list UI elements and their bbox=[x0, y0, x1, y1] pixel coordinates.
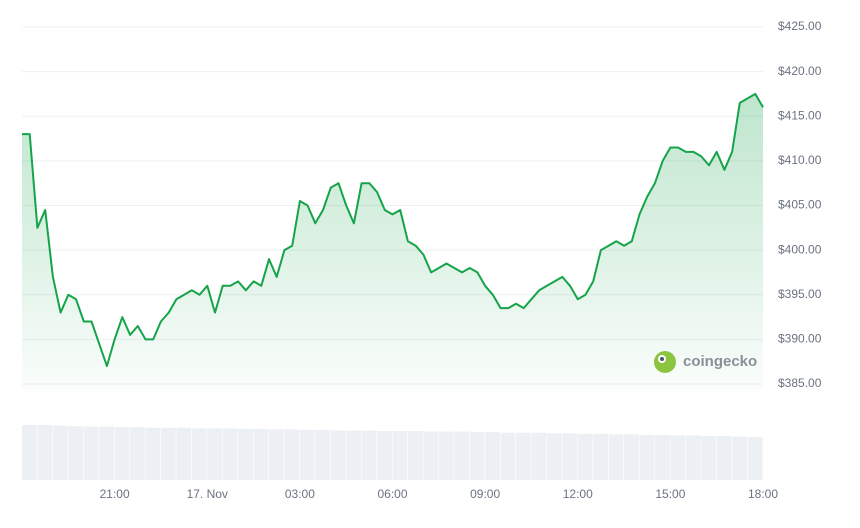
x-tick-label: 06:00 bbox=[377, 487, 407, 501]
watermark-logo-pupil bbox=[660, 357, 664, 361]
price-area bbox=[22, 93, 763, 391]
volume-bars bbox=[22, 425, 763, 480]
volume-bar bbox=[37, 425, 53, 480]
price-line bbox=[22, 92, 764, 368]
volume-bar bbox=[315, 429, 331, 480]
volume-bar bbox=[608, 434, 624, 480]
watermark-text: coingecko bbox=[683, 353, 757, 370]
volume-bar bbox=[361, 430, 377, 480]
y-tick-label: $415.00 bbox=[778, 108, 822, 122]
x-tick-label: 18:00 bbox=[748, 487, 778, 501]
volume-bar bbox=[438, 431, 454, 480]
y-tick-label: $410.00 bbox=[778, 153, 822, 167]
volume-bar bbox=[685, 435, 701, 480]
volume-bar bbox=[624, 434, 639, 480]
volume-bar bbox=[732, 436, 747, 480]
volume-bar bbox=[407, 431, 423, 480]
plot bbox=[22, 92, 764, 391]
volume-bar bbox=[377, 431, 392, 480]
volume-bar bbox=[238, 428, 253, 480]
volume-bar bbox=[160, 427, 176, 480]
y-tick-label: $400.00 bbox=[778, 242, 822, 256]
volume-bar bbox=[83, 426, 99, 480]
volume-bar bbox=[346, 430, 362, 480]
volume-bar bbox=[145, 427, 161, 480]
volume-bar bbox=[269, 429, 284, 480]
volume-bar bbox=[22, 425, 37, 480]
volume-bar bbox=[284, 429, 300, 480]
volume-bar bbox=[222, 428, 238, 480]
x-tick-label: 12:00 bbox=[563, 487, 593, 501]
x-tick-label: 17. Nov bbox=[187, 487, 228, 501]
volume-bar bbox=[516, 432, 531, 480]
volume-bar bbox=[176, 427, 192, 480]
y-tick-label: $420.00 bbox=[778, 64, 822, 78]
volume-bar bbox=[577, 433, 593, 480]
watermark-logo bbox=[654, 351, 676, 373]
volume-bar bbox=[546, 433, 562, 480]
volume-bar bbox=[562, 433, 578, 480]
volume-bar bbox=[654, 434, 670, 480]
y-tick-label: $425.00 bbox=[778, 19, 822, 33]
volume-bar bbox=[593, 433, 609, 480]
volume-bar bbox=[392, 431, 408, 480]
volume-bar bbox=[701, 436, 717, 480]
y-tick-label: $405.00 bbox=[778, 198, 822, 212]
volume-bar bbox=[330, 430, 346, 480]
x-tick-label: 09:00 bbox=[470, 487, 500, 501]
volume-bar bbox=[299, 429, 315, 480]
volume-bar bbox=[114, 427, 130, 480]
watermark: coingecko bbox=[654, 351, 757, 373]
volume-bar bbox=[191, 428, 207, 480]
volume-bar bbox=[469, 432, 485, 480]
x-tick-label: 21:00 bbox=[100, 487, 130, 501]
volume-bar bbox=[423, 431, 439, 480]
x-tick-label: 15:00 bbox=[655, 487, 685, 501]
x-tick-label: 03:00 bbox=[285, 487, 315, 501]
volume-bar bbox=[207, 428, 223, 480]
volume-bar bbox=[99, 426, 115, 480]
y-tick-label: $385.00 bbox=[778, 376, 822, 390]
volume-bar bbox=[747, 437, 763, 480]
volume-bar bbox=[500, 432, 516, 480]
volume-bar bbox=[130, 427, 145, 480]
volume-bar bbox=[531, 432, 547, 480]
volume-bar bbox=[485, 432, 500, 480]
volume-bar bbox=[670, 435, 686, 480]
volume-bar bbox=[52, 425, 68, 480]
volume-bar bbox=[716, 436, 732, 480]
volume-bar bbox=[253, 428, 269, 480]
y-tick-label: $390.00 bbox=[778, 332, 822, 346]
axes: $385.00 $390.00 $395.00 $400.00 $405.00 $410.… bbox=[100, 19, 822, 501]
volume-bar bbox=[68, 426, 84, 480]
y-tick-label: $395.00 bbox=[778, 287, 822, 301]
volume-bar bbox=[639, 434, 655, 480]
volume-bar bbox=[454, 431, 470, 480]
